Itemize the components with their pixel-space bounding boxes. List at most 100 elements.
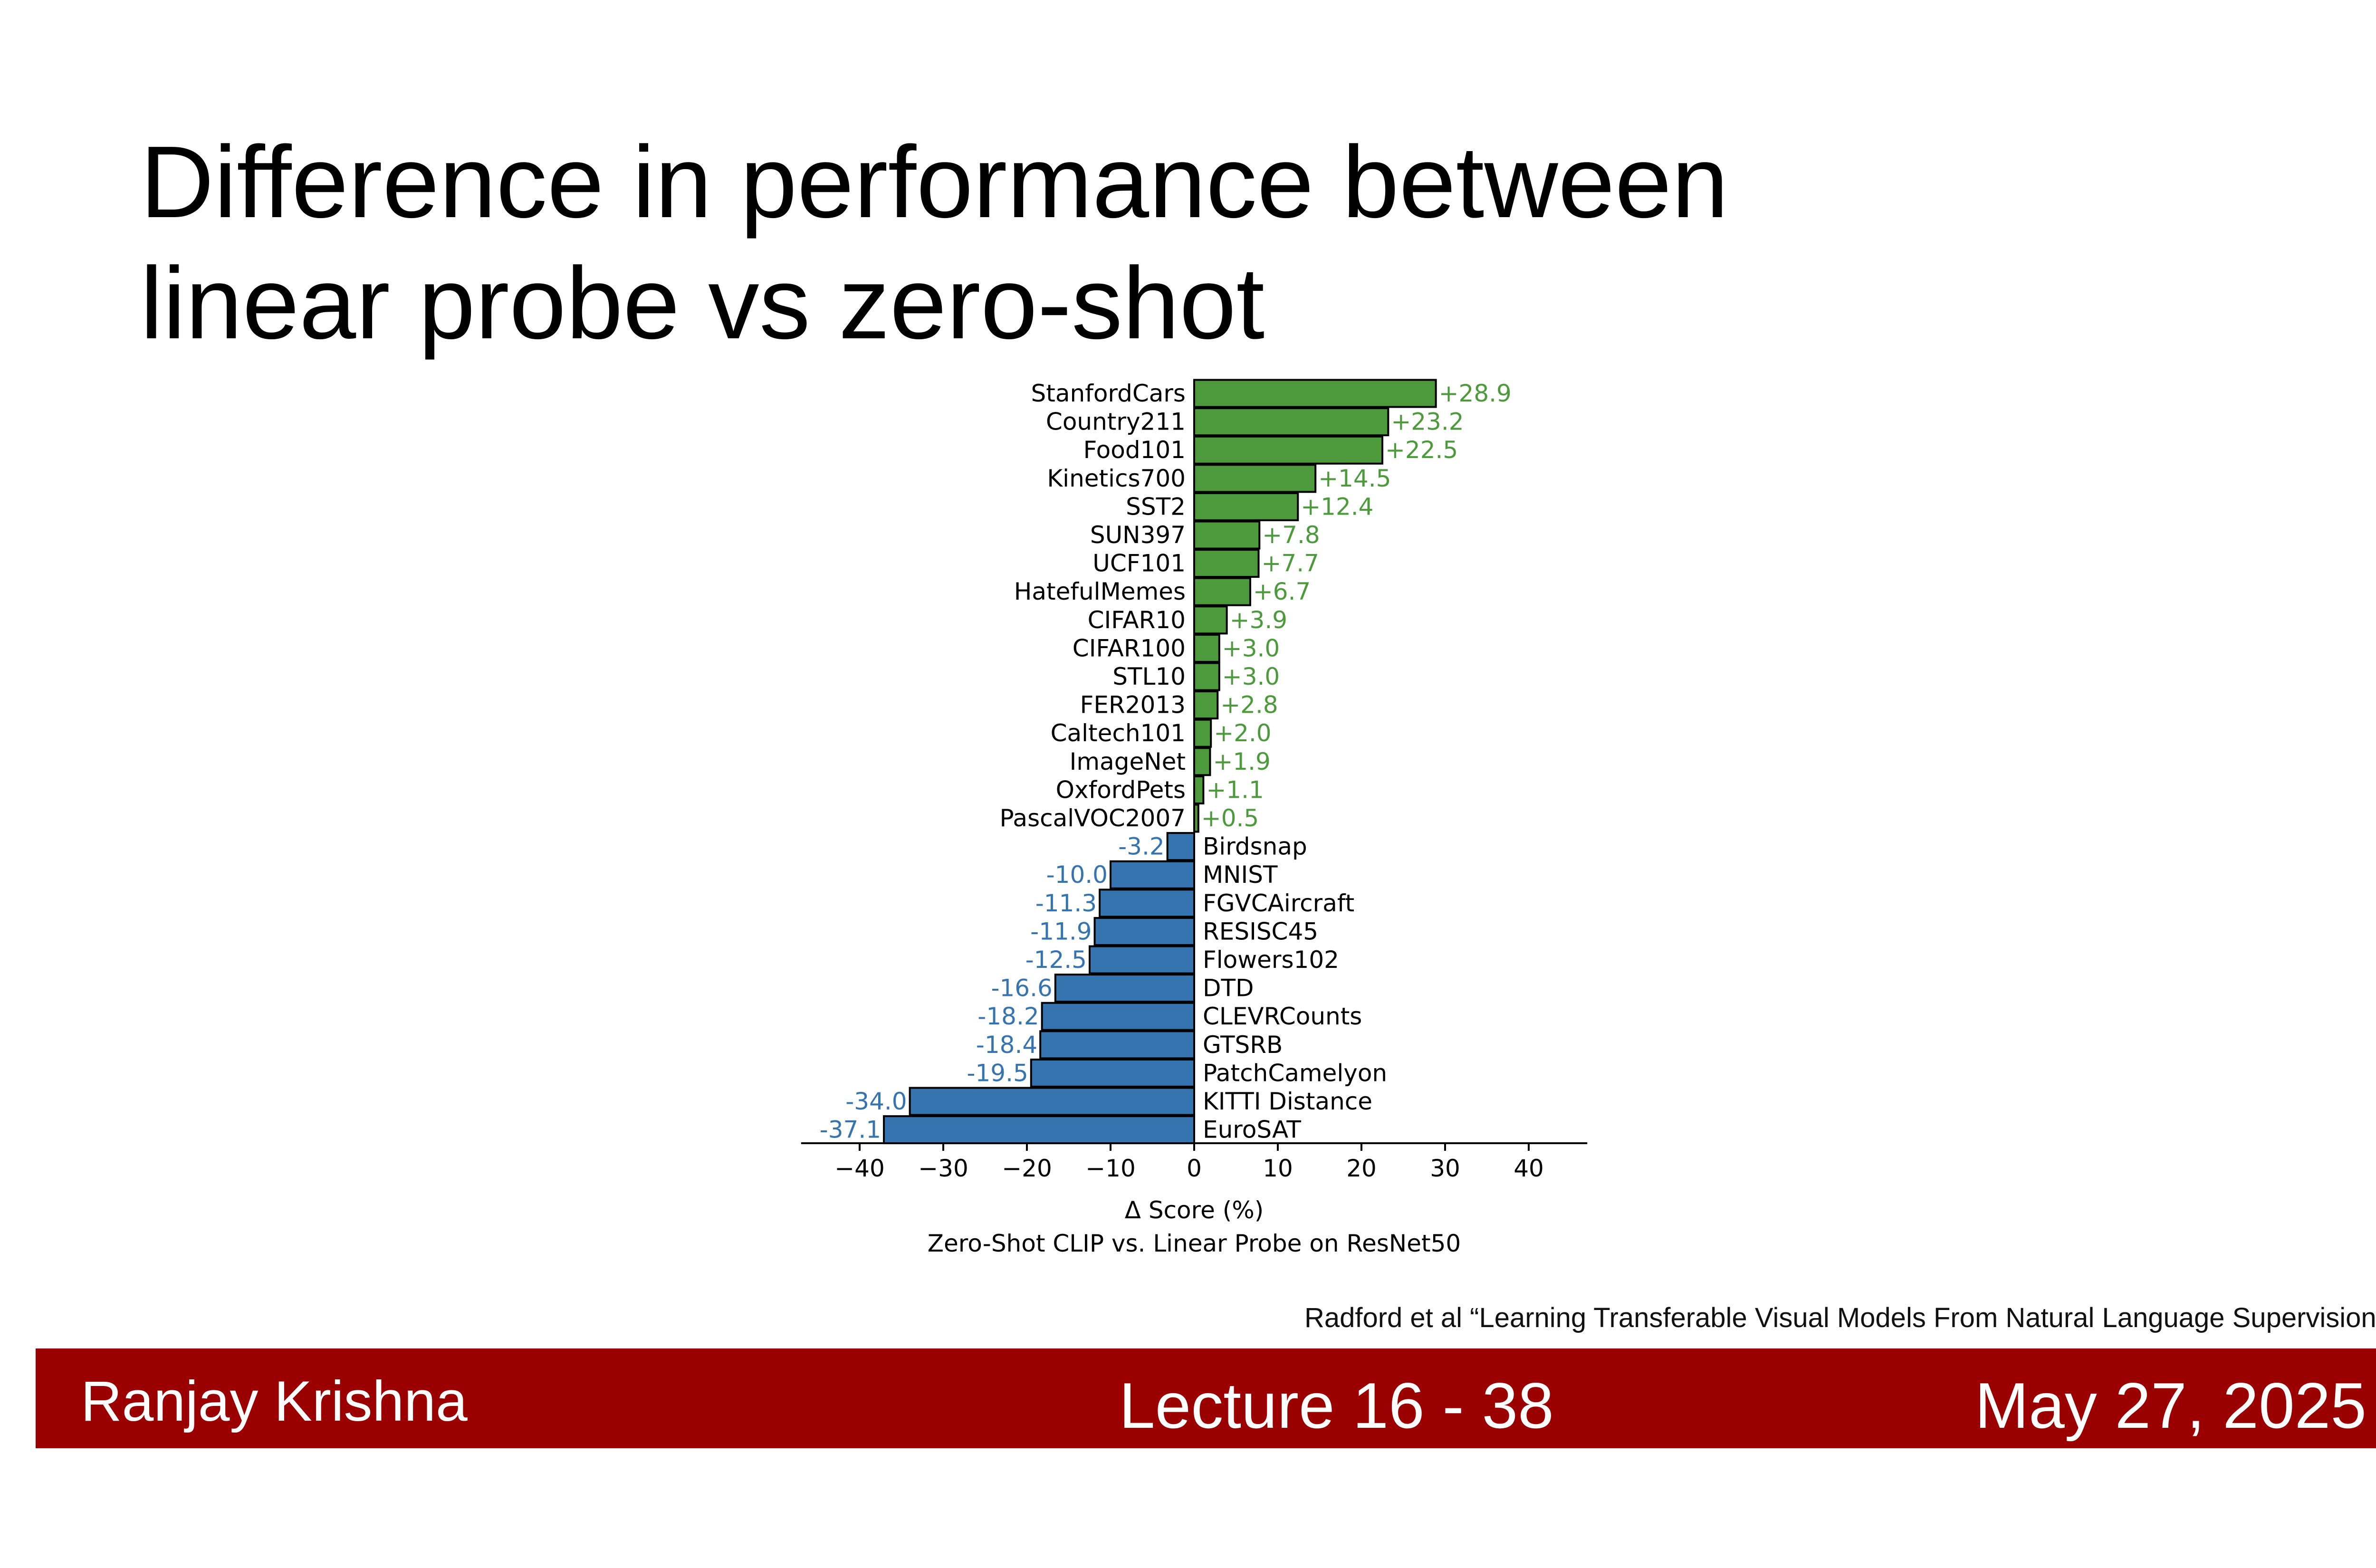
category-label: SUN397: [1090, 521, 1186, 549]
value-label: +22.5: [1385, 436, 1458, 464]
value-label: +3.0: [1222, 663, 1280, 690]
value-label: +2.8: [1220, 691, 1278, 719]
bar-sst2: [1193, 492, 1299, 521]
bar-stl10: [1193, 662, 1220, 691]
x-tick-label: −40: [834, 1155, 885, 1182]
bar-stanfordcars: [1193, 379, 1437, 408]
category-label: ImageNet: [1070, 748, 1186, 775]
footer-author: Ranjay Krishna: [81, 1369, 468, 1433]
value-label: +3.9: [1230, 606, 1287, 634]
x-tick-label: −20: [1002, 1155, 1052, 1182]
category-label: CLEVRCounts: [1203, 1003, 1362, 1030]
value-label: +1.1: [1206, 776, 1264, 803]
category-label: Food101: [1083, 436, 1186, 464]
category-label: STL10: [1112, 663, 1186, 690]
bar-hatefulmemes: [1193, 577, 1251, 606]
bar-chart: StanfordCars +28.9 Country211 +23.2 Food101 +…: [801, 379, 1588, 1257]
bar-cifar100: [1193, 633, 1220, 663]
bar-sun397: [1193, 520, 1261, 550]
value-label: +7.7: [1262, 550, 1319, 577]
value-label: +0.5: [1201, 804, 1259, 832]
category-label: KITTI Distance: [1203, 1088, 1372, 1115]
value-label: -34.0: [845, 1088, 907, 1115]
bar-dtd: [1054, 974, 1196, 1003]
category-label: HatefulMemes: [1014, 578, 1186, 605]
value-label: -18.4: [976, 1031, 1037, 1059]
category-label: OxfordPets: [1056, 776, 1186, 803]
bar-food101: [1193, 435, 1383, 465]
value-label: -10.0: [1046, 861, 1108, 889]
bar-cifar10: [1193, 605, 1228, 635]
value-label: +3.0: [1222, 634, 1280, 662]
x-tick-label: 20: [1346, 1155, 1377, 1182]
category-label: PatchCamelyon: [1203, 1059, 1387, 1087]
bar-patchcamelyon: [1030, 1058, 1196, 1088]
footer-lecture: Lecture 16 - 38: [1119, 1369, 1554, 1442]
bar-imagenet: [1193, 747, 1211, 776]
x-tick-label: 0: [1187, 1155, 1202, 1182]
value-label: -37.1: [820, 1116, 881, 1144]
value-label: -18.2: [977, 1003, 1039, 1030]
category-label: SST2: [1126, 493, 1186, 520]
x-tick-label: −10: [1085, 1155, 1136, 1182]
bar-fer2013: [1193, 690, 1219, 720]
category-label: Kinetics700: [1047, 465, 1186, 492]
value-label: +14.5: [1318, 465, 1391, 492]
bar-ucf101: [1193, 549, 1260, 578]
value-label: +23.2: [1391, 408, 1464, 436]
value-label: +2.0: [1214, 719, 1271, 747]
category-label: Country211: [1046, 408, 1186, 436]
x-tick-label: 40: [1514, 1155, 1544, 1182]
bar-mnist: [1110, 860, 1195, 889]
category-label: Flowers102: [1203, 946, 1339, 974]
slide-title-line-1: Difference in performance between: [140, 124, 1729, 239]
x-tick-label: −30: [918, 1155, 968, 1182]
bar-eurosat: [883, 1115, 1196, 1145]
category-label: EuroSAT: [1203, 1116, 1301, 1144]
bar-birdsnap: [1166, 832, 1195, 861]
value-label: -16.6: [991, 975, 1052, 1002]
category-label: StanfordCars: [1031, 380, 1186, 407]
bar-pascalvoc2007: [1193, 803, 1199, 833]
category-label: FER2013: [1080, 691, 1186, 719]
category-label: PascalVOC2007: [1000, 804, 1186, 832]
category-label: GTSRB: [1203, 1031, 1283, 1059]
slide-title-line-2: linear probe vs zero-shot: [140, 246, 1265, 360]
bar-clevrcounts: [1041, 1002, 1195, 1031]
citation: Radford et al “Learning Transferable Vis…: [1304, 1302, 2376, 1333]
category-label: DTD: [1203, 975, 1254, 1002]
slide-title: Difference in performance between linear…: [140, 121, 1946, 363]
value-label: -12.5: [1025, 946, 1087, 974]
value-label: -3.2: [1118, 833, 1165, 860]
value-label: +7.8: [1262, 521, 1320, 549]
category-label: Birdsnap: [1203, 833, 1307, 860]
bar-fgvcaircraft: [1099, 889, 1196, 918]
bar-flowers102: [1089, 945, 1195, 975]
category-label: CIFAR10: [1088, 606, 1186, 634]
category-label: UCF101: [1092, 550, 1186, 577]
footer-bar: Ranjay Krishna Lecture 16 - 38 May 27, 2…: [36, 1348, 2376, 1448]
x-tick-label: 10: [1263, 1155, 1293, 1182]
value-label: -11.3: [1035, 889, 1097, 917]
bar-country211: [1193, 407, 1389, 437]
category-label: MNIST: [1203, 861, 1278, 889]
footer-date: May 27, 2025: [1974, 1369, 2366, 1442]
bar-resisc45: [1093, 917, 1196, 946]
bar-gtsrb: [1039, 1030, 1195, 1060]
x-tick-label: 30: [1430, 1155, 1460, 1182]
value-label: +6.7: [1253, 578, 1311, 605]
chart-subtitle: Zero-Shot CLIP vs. Linear Probe on ResNe…: [928, 1230, 1461, 1257]
value-label: -11.9: [1030, 918, 1092, 945]
bar-caltech101: [1193, 718, 1212, 748]
value-label: -19.5: [967, 1059, 1028, 1087]
bar-oxfordpets: [1193, 775, 1205, 804]
bar-kinetics700: [1193, 464, 1317, 493]
category-label: CIFAR100: [1073, 634, 1186, 662]
value-label: +28.9: [1439, 380, 1512, 407]
category-label: Caltech101: [1051, 719, 1186, 747]
x-axis-label: Δ Score (%): [1125, 1196, 1264, 1224]
category-label: FGVCAircraft: [1203, 889, 1354, 917]
value-label: +1.9: [1213, 748, 1270, 775]
value-label: +12.4: [1301, 493, 1373, 520]
category-label: RESISC45: [1203, 918, 1318, 945]
